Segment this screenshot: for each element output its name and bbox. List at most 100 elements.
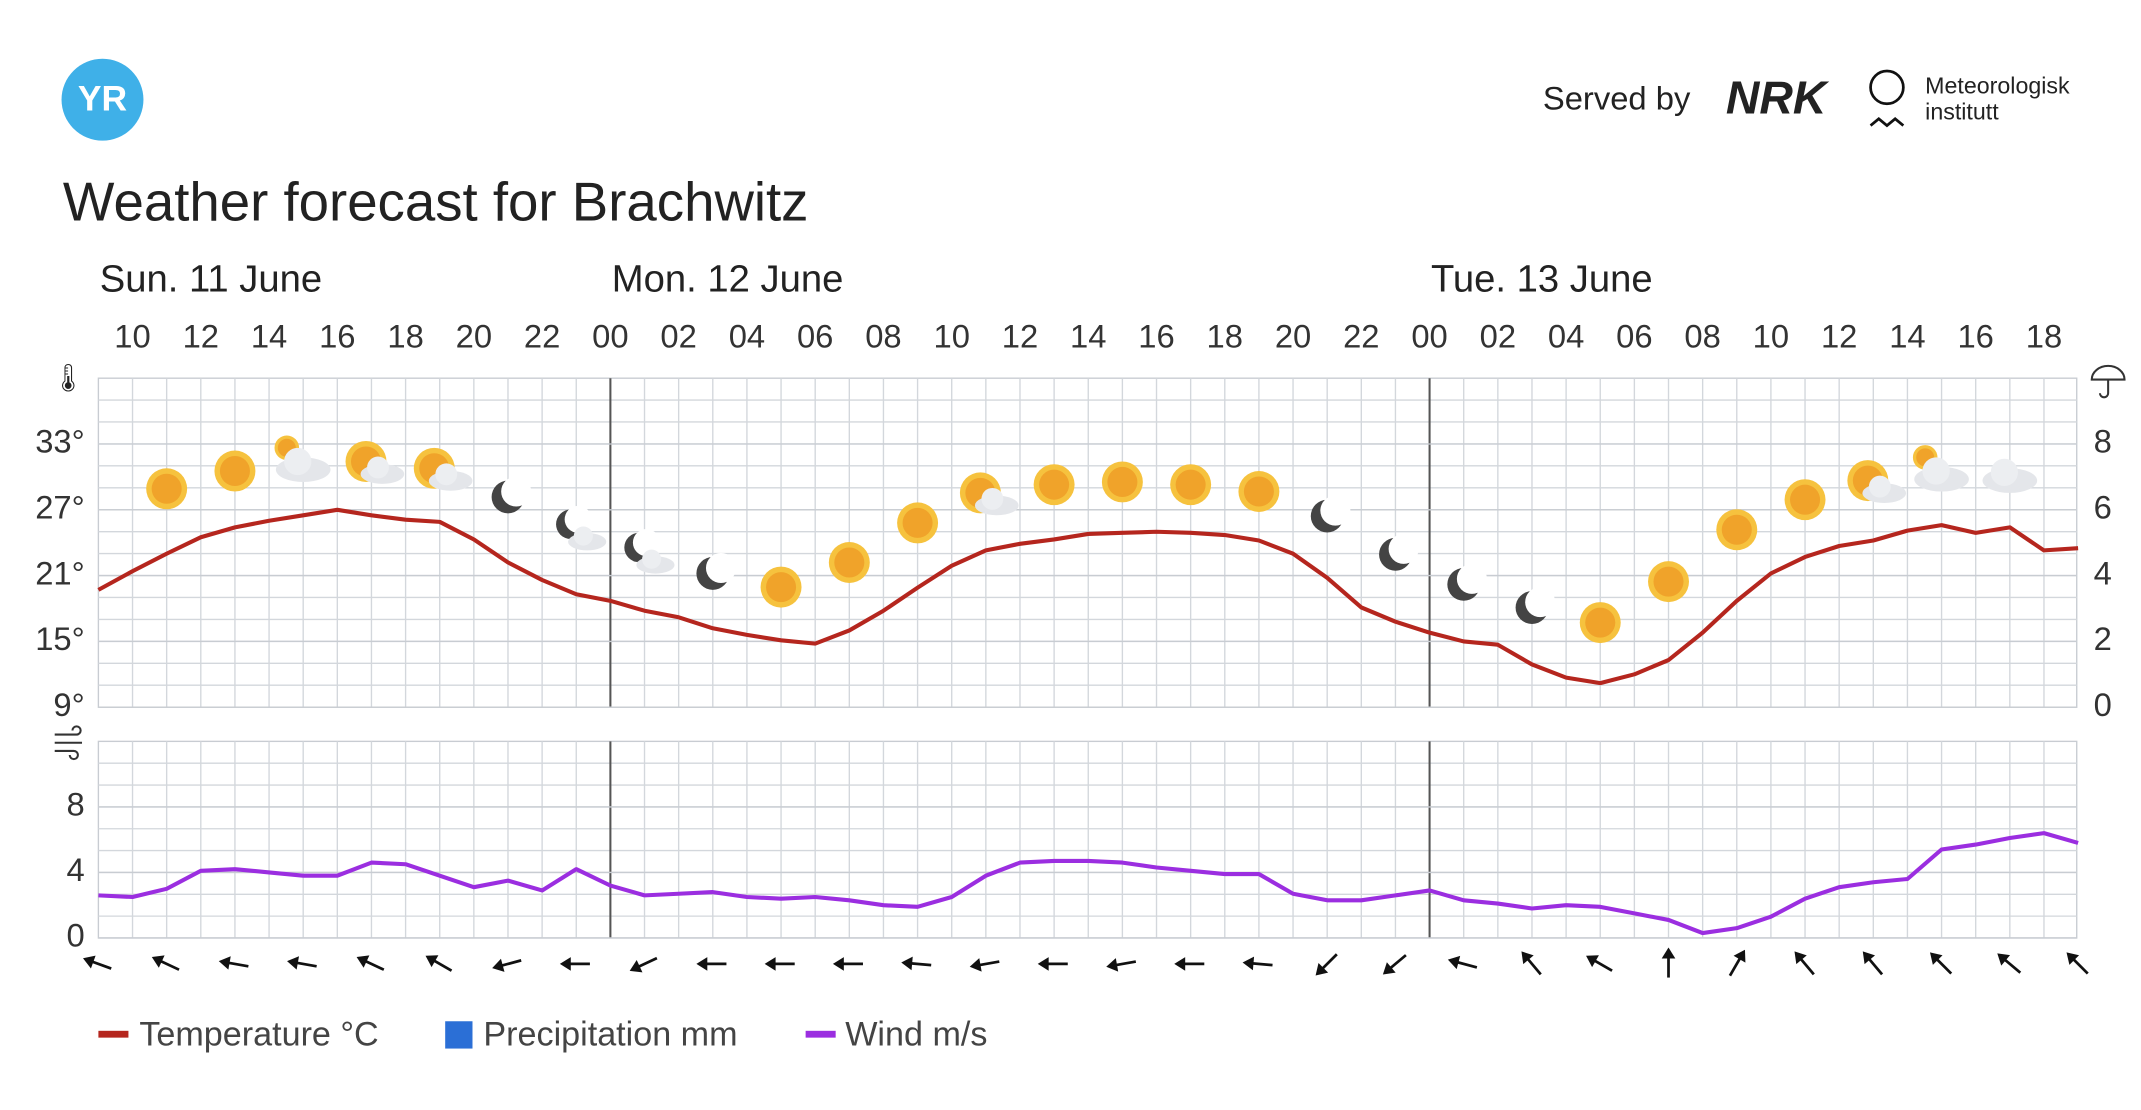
x-tick-label: 06 [797, 317, 833, 354]
x-tick-label: 10 [114, 317, 150, 354]
wind-arrow [1991, 946, 2027, 980]
umbrella-icon [2090, 364, 2126, 399]
met-logo-wave [1869, 117, 1905, 128]
x-tick-label: 18 [387, 317, 423, 354]
weather-symbol [1310, 495, 1351, 533]
wind-arrow [1172, 955, 1206, 973]
weather-symbol [1447, 563, 1487, 601]
x-tick-label: 14 [1889, 317, 1925, 354]
met-name: Meteorologisk [1925, 73, 2070, 99]
wind-arrow [1103, 953, 1139, 975]
wind-arrow [1660, 946, 1677, 979]
wind-arrow [695, 955, 728, 973]
weather-symbol [1648, 561, 1689, 603]
x-tick-label: 22 [524, 317, 560, 354]
x-tick-label: 02 [660, 317, 696, 354]
wind-arrow [284, 952, 320, 975]
x-tick-label: 04 [729, 317, 765, 354]
legend-swatch [98, 1030, 129, 1038]
wind-arrow [352, 949, 389, 978]
x-tick-label: 20 [456, 317, 492, 354]
met-name: institutt [1925, 98, 1999, 124]
x-tick-label: 14 [251, 317, 287, 354]
y2-tick-label: 6 [2094, 488, 2112, 525]
x-tick-label: 08 [865, 317, 901, 354]
wind-arrow [1240, 954, 1275, 974]
x-tick-label: 20 [1275, 317, 1311, 354]
wind-arrow [1722, 944, 1753, 981]
x-tick-label: 04 [1548, 317, 1584, 354]
wind-arrow [1787, 945, 1821, 981]
day-label: Mon. 12 June [612, 257, 844, 300]
weather-symbol [1784, 479, 1826, 521]
weather-symbol [1515, 587, 1556, 624]
wind-arrow [2060, 946, 2094, 980]
weather-symbol [1379, 533, 1419, 571]
wind-arrows [79, 944, 2094, 982]
day-label: Tue. 13 June [1431, 257, 1653, 300]
y2-tick-label: 8 [2094, 423, 2112, 460]
temperature-line [97, 507, 2079, 686]
y-tick-label: 0 [67, 917, 85, 954]
y2-tick-label: 0 [2094, 686, 2112, 723]
x-tick-label: 16 [1957, 317, 1993, 354]
legend-swatch [445, 1021, 473, 1049]
weather-symbol [1238, 471, 1280, 512]
wind-arrow [763, 955, 797, 973]
y-tick-label: 8 [67, 786, 85, 823]
wind-arrow [1581, 948, 1617, 979]
x-tick-label: 08 [1684, 317, 1720, 354]
wind-arrow [1036, 955, 1070, 973]
wind-arrow [216, 952, 251, 975]
wind-arrow [1514, 945, 1548, 981]
x-tick-label: 10 [1753, 317, 1789, 354]
weather-symbol [1579, 602, 1621, 644]
weather-symbol [214, 450, 256, 492]
wind-arrow [147, 949, 184, 978]
wind-line [98, 831, 2079, 936]
weather-symbol [760, 566, 802, 608]
legend-swatch [805, 1030, 836, 1038]
grid [97, 377, 2078, 939]
y-tick-label: 33° [35, 423, 85, 460]
x-tick-label: 12 [1821, 317, 1857, 354]
weather-symbol [146, 468, 188, 510]
legend-label[interactable]: Temperature °C [139, 1015, 378, 1053]
weather-symbol [1982, 458, 2038, 493]
weather-symbol [1101, 461, 1143, 503]
y2-tick-label: 2 [2094, 620, 2112, 657]
x-tick-label: 00 [1411, 317, 1447, 354]
weather-symbol [1033, 464, 1075, 506]
x-tick-label: 06 [1616, 317, 1652, 354]
wind-arrow [1309, 948, 1344, 982]
x-tick-label: 12 [183, 317, 219, 354]
legend-label[interactable]: Wind m/s [845, 1015, 987, 1053]
served-by: Served by [1543, 80, 1691, 117]
yr-logo[interactable] [61, 58, 144, 141]
wind-icon [54, 725, 83, 761]
y-tick-label: 9° [53, 686, 84, 723]
x-tick-label: 22 [1343, 317, 1379, 354]
x-tick-label: 14 [1070, 317, 1106, 354]
x-tick-label: 16 [319, 317, 355, 354]
legend-label[interactable]: Precipitation mm [483, 1015, 737, 1053]
nrk-logo[interactable]: NRK [1726, 71, 1830, 123]
y2-tick-label: 4 [2094, 554, 2112, 591]
page-title: Weather forecast for Brachwitz [63, 172, 809, 233]
weather-icons [146, 435, 2038, 644]
wind-arrow [558, 955, 592, 973]
wind-arrow [489, 952, 525, 977]
x-tick-label: 02 [1480, 317, 1516, 354]
weather-symbol [491, 476, 532, 514]
y-tick-label: 21° [35, 554, 85, 591]
wind-arrow [831, 955, 865, 973]
day-label: Sun. 11 June [100, 257, 322, 300]
wind-arrow [1923, 946, 1958, 980]
weather-symbol [696, 552, 736, 590]
weather-symbol [1716, 509, 1758, 551]
x-tick-label: 10 [933, 317, 969, 354]
wind-arrow [625, 950, 662, 979]
met-logo [1869, 69, 1905, 106]
wind-arrow [1856, 945, 1889, 981]
